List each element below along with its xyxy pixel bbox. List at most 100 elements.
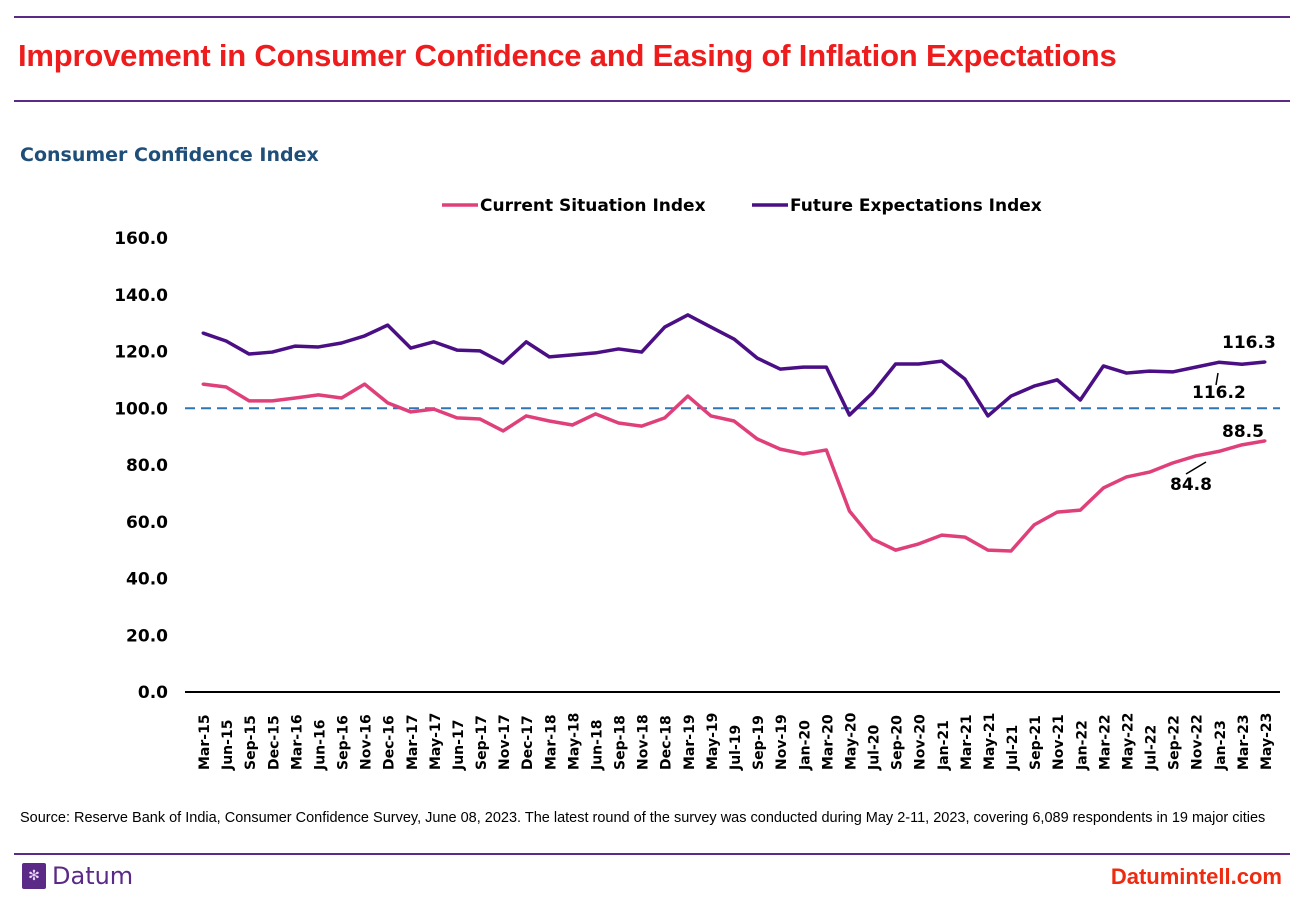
data-point (293, 344, 297, 348)
source-note: Source: Reserve Bank of India, Consumer … (20, 810, 1266, 826)
data-point (201, 382, 205, 386)
x-tick-label: Dec-16 (382, 715, 398, 770)
data-point (801, 452, 805, 456)
data-point (1032, 523, 1036, 527)
x-tick-label: Jul-22 (1144, 725, 1160, 771)
data-point (871, 537, 875, 541)
x-tick-label: Dec-18 (659, 715, 675, 770)
data-point (1055, 510, 1059, 514)
data-point (894, 548, 898, 552)
data-point (1171, 370, 1175, 374)
brand-name: Datum (52, 862, 134, 890)
data-label: 116.3 (1222, 333, 1276, 353)
data-point (1078, 508, 1082, 512)
x-tick-label: Sep-22 (1167, 715, 1183, 770)
data-point (640, 424, 644, 428)
data-point (617, 421, 621, 425)
data-point (1101, 486, 1105, 490)
x-tick-label: Jul-21 (1005, 725, 1021, 771)
x-tick-label: May-22 (1120, 713, 1136, 770)
x-tick-label: Jan-22 (1074, 720, 1090, 771)
data-point (247, 399, 251, 403)
y-tick-label: 80.0 (126, 456, 168, 476)
data-point (363, 382, 367, 386)
data-point (478, 417, 482, 421)
x-tick-label: Jun-16 (312, 720, 328, 771)
x-tick-label: Nov-20 (913, 714, 929, 770)
x-tick-label: Jun-17 (451, 720, 467, 771)
chart-subtitle: Consumer Confidence Index (20, 144, 319, 166)
page-title: Improvement in Consumer Confidence and E… (18, 38, 1117, 73)
data-point (686, 313, 690, 317)
legend-label: Future Expectations Index (790, 196, 1042, 216)
data-point (709, 325, 713, 329)
data-point (247, 352, 251, 356)
brand: ✻ Datum (22, 862, 133, 890)
data-point (917, 362, 921, 366)
data-point (709, 414, 713, 418)
title-divider (14, 100, 1290, 102)
x-tick-label: Nov-22 (1190, 714, 1206, 770)
data-point (270, 399, 274, 403)
x-tick-label: Nov-17 (497, 714, 513, 770)
x-tick-label: Mar-19 (682, 714, 698, 770)
data-point (963, 377, 967, 381)
data-point (894, 362, 898, 366)
x-tick-label: May-17 (428, 713, 444, 770)
x-tick-label: Nov-19 (774, 714, 790, 770)
data-point (409, 346, 413, 350)
data-point (455, 416, 459, 420)
data-label: 116.2 (1192, 383, 1246, 403)
data-point (1217, 360, 1221, 364)
x-tick-label: Jan-21 (936, 720, 952, 771)
x-tick-label: May-23 (1259, 713, 1275, 770)
x-tick-label: Mar-18 (543, 714, 559, 770)
x-tick-label: Sep-21 (1028, 715, 1044, 770)
data-point (732, 419, 736, 423)
x-tick-label: Jul-19 (728, 725, 744, 771)
x-tick-label: Dec-17 (520, 715, 536, 770)
data-point (316, 345, 320, 349)
x-tick-label: Mar-22 (1097, 714, 1113, 770)
data-point (570, 423, 574, 427)
y-tick-label: 160.0 (114, 229, 168, 249)
data-point (824, 448, 828, 452)
data-point (524, 414, 528, 418)
data-point (778, 367, 782, 371)
x-tick-label: Sep-15 (243, 715, 259, 770)
data-point (1009, 394, 1013, 398)
data-point (663, 416, 667, 420)
data-point (547, 419, 551, 423)
website-link[interactable]: Datumintell.com (1110, 864, 1282, 889)
data-point (1240, 443, 1244, 447)
datum-logo-icon: ✻ (22, 863, 46, 889)
data-point (755, 437, 759, 441)
x-tick-label: Jan-23 (1213, 720, 1229, 771)
data-point (1240, 362, 1244, 366)
x-tick-label: Jan-20 (797, 720, 813, 771)
data-label: 88.5 (1222, 422, 1264, 442)
data-point (478, 349, 482, 353)
x-tick-label: Jun-18 (589, 720, 605, 771)
x-tick-label: Sep-16 (336, 715, 352, 770)
data-point (501, 429, 505, 433)
data-label-leader (1215, 372, 1219, 386)
data-point (778, 447, 782, 451)
data-point (986, 414, 990, 418)
data-point (201, 331, 205, 335)
data-point (340, 341, 344, 345)
x-tick-label: Jul-20 (867, 724, 883, 771)
data-point (917, 542, 921, 546)
data-point (270, 350, 274, 354)
data-point (224, 339, 228, 343)
data-point (871, 391, 875, 395)
data-point (524, 340, 528, 344)
x-tick-label: May-21 (982, 713, 998, 770)
x-tick-label: Sep-18 (613, 715, 629, 770)
data-point (986, 548, 990, 552)
data-point (1055, 378, 1059, 382)
data-point (1263, 360, 1267, 364)
data-point (617, 347, 621, 351)
y-tick-label: 140.0 (114, 286, 168, 306)
